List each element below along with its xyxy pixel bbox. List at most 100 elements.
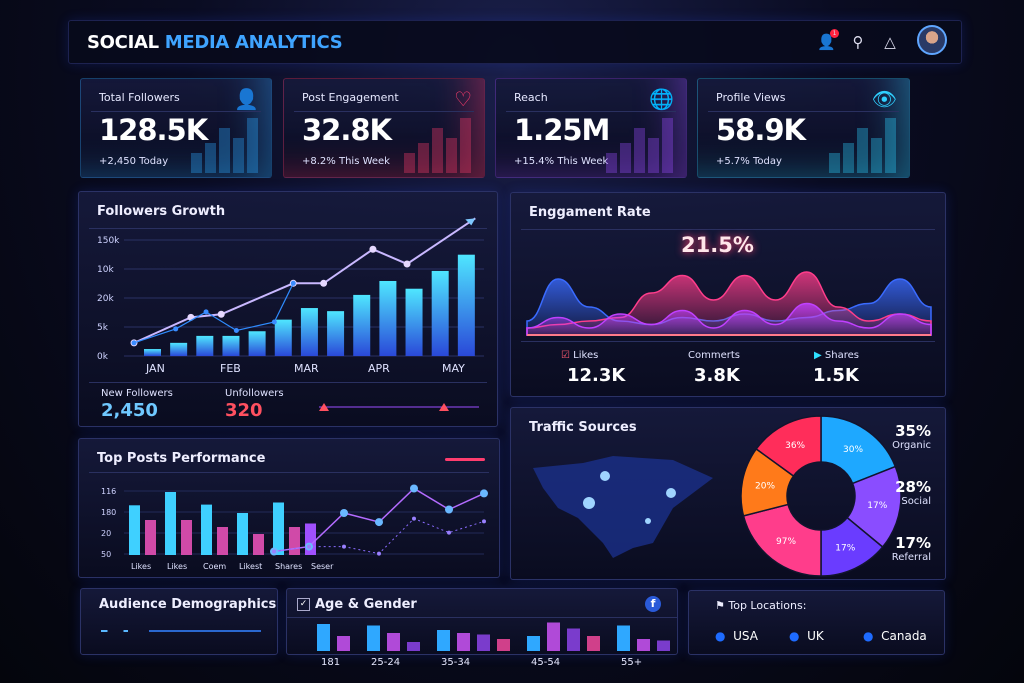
shares-label: ▶ Shares: [814, 350, 859, 361]
checkbox-icon[interactable]: ✓: [297, 598, 310, 611]
card-label: Profile Views: [716, 91, 786, 104]
panel-title: Enggament Rate: [529, 205, 651, 220]
bar: [217, 527, 228, 555]
bar: [327, 311, 345, 356]
bar: [253, 534, 264, 555]
mini-bar: [606, 153, 617, 173]
location-dot-icon: ●: [789, 629, 800, 643]
bar: [657, 640, 670, 651]
search-chat-icon[interactable]: ⚲: [852, 33, 864, 51]
engagement-chart: [526, 271, 932, 336]
card-value: 58.9K: [716, 113, 806, 147]
slice-label: 17%: [867, 501, 887, 511]
bar: [407, 642, 420, 651]
bar: [181, 520, 192, 555]
location-pin-icon: ⚑: [715, 599, 725, 612]
data-point: [203, 309, 209, 315]
slice-label: 17%: [835, 544, 855, 554]
card-subtext: +8.2% This Week: [302, 156, 390, 167]
data-point: [173, 326, 179, 332]
triangle-marker: [439, 403, 449, 411]
heart-icon: ♡: [454, 87, 472, 111]
bar: [165, 492, 176, 555]
card-label: Reach: [514, 91, 548, 104]
data-point: [403, 260, 411, 268]
bar: [379, 280, 397, 356]
mini-bar: [460, 118, 471, 173]
bar: [547, 622, 560, 651]
legend-item: 17% Referral: [892, 534, 931, 563]
bar: [222, 335, 240, 356]
bar: [431, 270, 449, 356]
data-point: [480, 489, 488, 498]
user-notification-icon[interactable]: 👤 1: [817, 29, 839, 51]
slice-label: 20%: [755, 481, 775, 491]
legend-label: Organic: [892, 440, 931, 451]
legend-percent: 35%: [895, 422, 931, 440]
x-tick-label: 35-34: [441, 657, 470, 668]
kpi-card[interactable]: Total Followers 👤 128.5K +2,450 Today: [80, 78, 272, 178]
bar: [317, 624, 330, 651]
slice-label: 97%: [776, 537, 796, 547]
top-posts-chart: 116 180 20 50 Likes Likes Coem Likest Shares Sese…: [101, 484, 488, 571]
card-label: Post Engagement: [302, 91, 399, 104]
mini-bar: [620, 143, 631, 173]
mini-bar: [404, 153, 415, 173]
panel-title: ⚑ Top Locations:: [715, 599, 807, 612]
audience-demographics-panel: Audience Demographics: [80, 588, 278, 655]
card-subtext: +15.4% This Week: [514, 156, 609, 167]
mini-bar: [205, 143, 216, 173]
x-tick-label: MAR: [294, 362, 319, 375]
bar: [196, 335, 214, 356]
mini-bar: [885, 118, 896, 173]
mini-bar: [219, 128, 230, 173]
traffic-donut: 30% 17% 17% 97% 20% 36%: [740, 415, 902, 577]
app-title: SOCIAL MEDIA ANALYTICS: [87, 32, 343, 53]
bar: [305, 523, 316, 555]
slice-label: 30%: [843, 445, 863, 455]
bar: [144, 349, 161, 356]
location-item[interactable]: ● Canada: [863, 629, 927, 643]
legend-item: 35% Organic: [892, 422, 931, 451]
followers-chart: 150k 10k 20k 5k 0k JAN FEB MAR APR MAY: [97, 217, 484, 411]
mini-bar: [829, 153, 840, 173]
legend-percent: 28%: [895, 478, 931, 496]
bar: [300, 308, 318, 356]
profile-icon[interactable]: △: [884, 33, 896, 51]
mini-bar: [233, 138, 244, 173]
top-posts-panel: Top Posts Performance 116 180 20 50 Likes Lik…: [78, 438, 500, 578]
kpi-card[interactable]: Post Engagement ♡ 32.8K +8.2% This Week: [283, 78, 485, 178]
series-line: [133, 283, 294, 344]
kpi-card[interactable]: Reach 🌐 1.25M +15.4% This Week: [495, 78, 687, 178]
mini-bar-chart: [404, 118, 471, 173]
y-tick-label: 20: [101, 529, 111, 538]
avatar[interactable]: [917, 25, 947, 55]
age-gender-chart: 181 25-24 35-34 45-54 55+: [317, 622, 670, 668]
x-tick-label: Coem: [203, 562, 226, 571]
card-subtext: +5.7% Today: [716, 156, 782, 167]
x-tick-label: MAY: [442, 362, 465, 375]
bar: [170, 342, 188, 356]
mini-bar: [247, 118, 258, 173]
kpi-card[interactable]: Profile Views 👁 58.9K +5.7% Today: [697, 78, 910, 178]
new-followers-label: New Followers: [101, 388, 173, 399]
location-item[interactable]: ● UK: [789, 629, 824, 643]
decorative-line: [101, 630, 261, 632]
data-point: [447, 530, 451, 535]
comments-label: Commerts: [688, 350, 740, 361]
y-tick-label: 180: [101, 508, 116, 517]
north-america-map: [533, 456, 713, 558]
unfollowers-label: Unfollowers: [225, 388, 284, 399]
location-item[interactable]: ● USA: [715, 629, 758, 643]
followers-growth-panel: Followers Growth 150k 10k 20k 5k 0k JAN FEB MAR…: [78, 191, 498, 427]
bar: [387, 633, 400, 651]
mini-bar: [843, 143, 854, 173]
new-followers-value: 2,450: [101, 400, 158, 421]
engagement-rate-panel: Enggament Rate 21.5% ☑ Likes 12.3K Comme…: [510, 192, 946, 397]
legend-item: 28% Social: [895, 478, 931, 507]
y-tick-label: 116: [101, 487, 116, 496]
data-point: [233, 327, 239, 333]
globe-icon: 🌐: [649, 87, 674, 111]
facebook-icon[interactable]: f: [645, 596, 661, 612]
mini-bar-chart: [829, 118, 896, 173]
